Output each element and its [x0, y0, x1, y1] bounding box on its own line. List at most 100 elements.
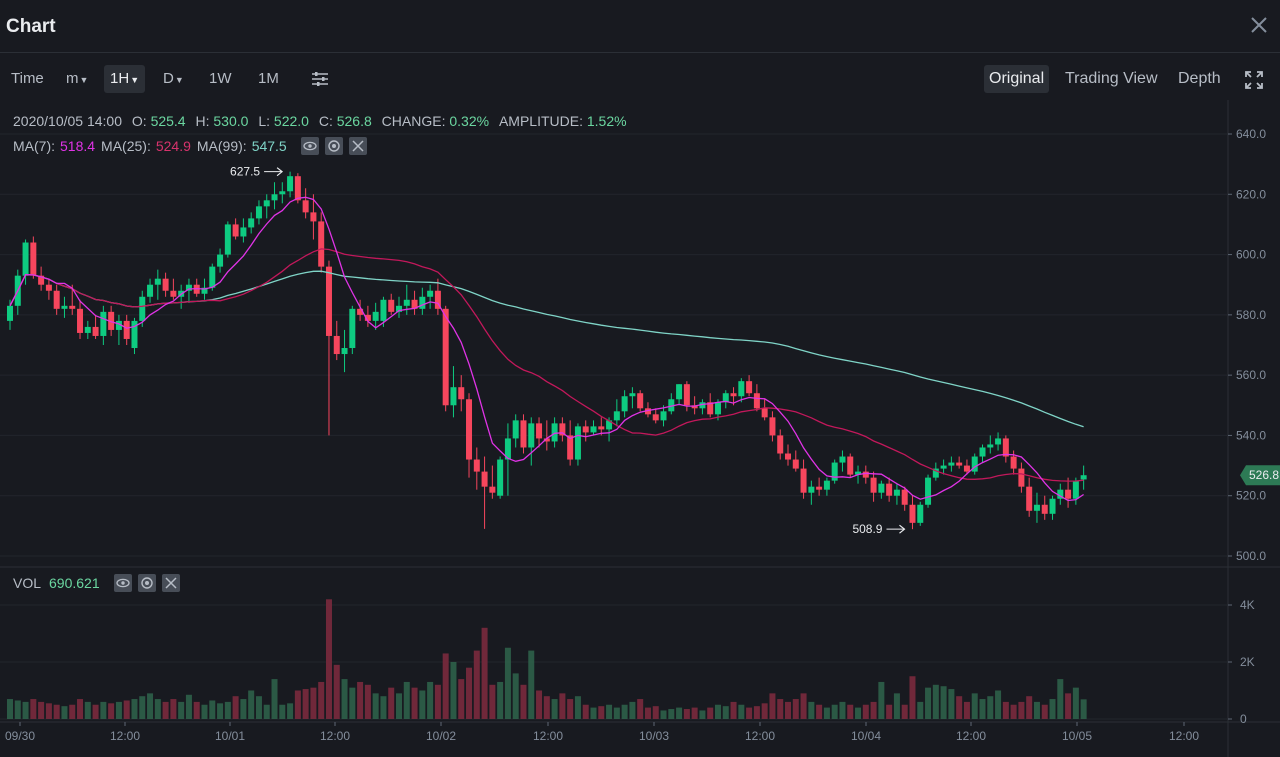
candle-body — [263, 200, 270, 207]
candle-body — [629, 393, 636, 397]
settings-icon[interactable] — [137, 574, 156, 592]
volume-bar — [956, 696, 963, 719]
ma99-value: 547.5 — [251, 138, 287, 154]
volume-bar — [139, 696, 146, 719]
candle-body — [870, 477, 877, 493]
candle-body — [302, 200, 309, 213]
candle-body — [294, 176, 301, 201]
time-button[interactable]: Time — [11, 70, 44, 87]
header: Chart — [0, 0, 1280, 53]
candle-body — [318, 221, 325, 267]
candle-body — [38, 275, 45, 285]
candle-body — [427, 290, 434, 297]
candle-body — [621, 396, 628, 412]
candle-body — [598, 426, 605, 430]
time-tick-label: 12:00 — [956, 729, 986, 743]
view-depth-tab[interactable]: Depth — [1178, 70, 1221, 87]
ma25-label: MA(25): — [101, 138, 151, 154]
volume-bar — [816, 704, 823, 719]
close-label: C: — [318, 113, 333, 129]
time-tick-label: 09/30 — [5, 729, 35, 743]
day-interval-dropdown[interactable]: D▼ — [163, 65, 184, 93]
volume-bar — [240, 699, 247, 719]
volume-bar — [886, 704, 893, 719]
fullscreen-icon[interactable] — [1244, 70, 1264, 90]
candle-body — [271, 194, 278, 201]
volume-bar — [862, 704, 869, 719]
volume-bar — [574, 696, 581, 719]
volume-bar — [154, 699, 161, 719]
candle-body — [746, 381, 753, 394]
month-interval-button[interactable]: 1M — [258, 70, 279, 87]
candle-body — [22, 242, 29, 276]
minute-interval-dropdown[interactable]: m▼ — [66, 65, 88, 93]
candle-body — [364, 314, 371, 321]
candle-body — [1072, 480, 1079, 499]
volume-bar — [504, 647, 511, 719]
week-interval-button[interactable]: 1W — [209, 70, 232, 87]
volume-bar — [785, 701, 791, 719]
close-indicator-icon[interactable] — [161, 574, 180, 592]
candle-body — [349, 308, 356, 349]
candle-body — [45, 284, 52, 291]
volume-bar — [746, 707, 753, 719]
volume-bar — [185, 694, 192, 719]
eye-icon[interactable] — [113, 574, 132, 592]
candle-body — [357, 308, 364, 315]
candle-body — [660, 411, 667, 421]
volume-bar — [917, 701, 924, 719]
hour-interval-dropdown[interactable]: 1H▼ — [104, 65, 146, 93]
candle-body — [341, 348, 348, 355]
volume-bar — [255, 696, 262, 719]
time-tick-label: 10/04 — [851, 729, 881, 743]
candle-body — [489, 486, 496, 493]
indicator-settings-icon[interactable] — [311, 70, 329, 88]
volume-bar — [621, 704, 628, 719]
volume-bar — [901, 704, 908, 719]
candle-body — [162, 278, 169, 291]
volume-bar — [963, 701, 970, 719]
volume-bar — [1057, 679, 1064, 719]
change-label: CHANGE: — [381, 113, 446, 129]
close-icon[interactable] — [1248, 14, 1270, 36]
price-tick-label: 500.0 — [1236, 549, 1266, 563]
volume-bar — [1080, 699, 1087, 719]
candle-body — [753, 393, 760, 409]
volume-bar — [201, 704, 208, 719]
volume-bar — [676, 707, 683, 719]
candle-body — [512, 420, 519, 439]
candle-body — [995, 438, 1002, 445]
candle-body — [637, 393, 644, 409]
volume-bar — [357, 681, 364, 719]
candle-body — [108, 311, 115, 330]
candle-body — [403, 299, 410, 306]
volume-bar — [318, 681, 325, 719]
candle-body — [1065, 489, 1072, 499]
volume-bar — [53, 704, 60, 719]
candle-body — [668, 399, 675, 412]
candle-body — [971, 456, 978, 472]
volume-bar — [38, 701, 45, 719]
candle-body — [862, 471, 869, 478]
ma25-value: 524.9 — [155, 138, 191, 154]
candlestick-chart[interactable]: 640.0 620.0 600.0 580.0 560.0 540.0 520.0 500.0… — [0, 100, 1280, 757]
candle-body — [1026, 486, 1033, 511]
settings-icon[interactable] — [324, 137, 343, 155]
view-trading-view-tab[interactable]: Trading View — [1065, 70, 1158, 87]
price-tick-label: 540.0 — [1236, 428, 1266, 442]
close-indicator-icon[interactable] — [348, 137, 367, 155]
candle-body — [1041, 504, 1048, 514]
view-original-tab[interactable]: Original — [984, 65, 1050, 93]
volume-bar — [22, 701, 29, 719]
volume-bar — [940, 686, 947, 719]
open-label: O: — [131, 113, 147, 129]
volume-bar — [730, 701, 737, 719]
caret-down-icon: ▼ — [174, 75, 184, 85]
candle-body — [785, 453, 791, 460]
candle-body — [987, 444, 994, 448]
eye-icon[interactable] — [300, 137, 319, 155]
volume-bar — [100, 701, 107, 719]
volume-bar — [1010, 704, 1017, 719]
time-tick-label: 12:00 — [745, 729, 775, 743]
volume-bar — [777, 699, 784, 719]
